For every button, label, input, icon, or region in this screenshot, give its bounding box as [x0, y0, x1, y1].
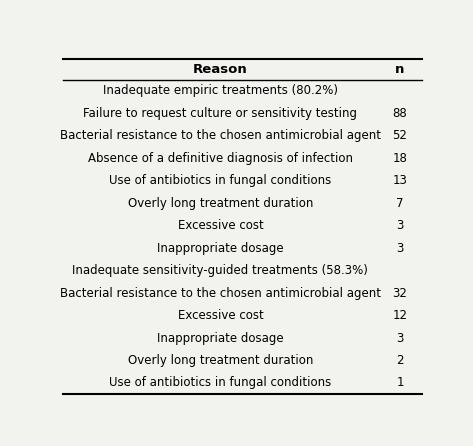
Text: Use of antibiotics in fungal conditions: Use of antibiotics in fungal conditions	[109, 376, 332, 389]
Text: Bacterial resistance to the chosen antimicrobial agent: Bacterial resistance to the chosen antim…	[60, 287, 381, 300]
Text: Inadequate empiric treatments (80.2%): Inadequate empiric treatments (80.2%)	[103, 84, 338, 97]
Text: 1: 1	[396, 376, 404, 389]
Text: Use of antibiotics in fungal conditions: Use of antibiotics in fungal conditions	[109, 174, 332, 187]
Text: 18: 18	[393, 152, 407, 165]
Text: 7: 7	[396, 197, 404, 210]
Text: 52: 52	[393, 129, 407, 142]
Text: 13: 13	[393, 174, 407, 187]
Text: n: n	[395, 62, 405, 76]
Text: 12: 12	[393, 309, 408, 322]
Text: 3: 3	[396, 242, 404, 255]
Text: 3: 3	[396, 331, 404, 344]
Text: Overly long treatment duration: Overly long treatment duration	[128, 354, 313, 367]
Text: Excessive cost: Excessive cost	[177, 219, 263, 232]
Text: Excessive cost: Excessive cost	[177, 309, 263, 322]
Text: Inappropriate dosage: Inappropriate dosage	[157, 242, 284, 255]
Text: Bacterial resistance to the chosen antimicrobial agent: Bacterial resistance to the chosen antim…	[60, 129, 381, 142]
Text: Reason: Reason	[193, 62, 248, 76]
Text: 3: 3	[396, 219, 404, 232]
Text: Overly long treatment duration: Overly long treatment duration	[128, 197, 313, 210]
Text: Failure to request culture or sensitivity testing: Failure to request culture or sensitivit…	[83, 107, 358, 120]
Text: Absence of a definitive diagnosis of infection: Absence of a definitive diagnosis of inf…	[88, 152, 353, 165]
Text: 88: 88	[393, 107, 407, 120]
Text: Inappropriate dosage: Inappropriate dosage	[157, 331, 284, 344]
Text: Inadequate sensitivity-guided treatments (58.3%): Inadequate sensitivity-guided treatments…	[72, 264, 368, 277]
Text: 32: 32	[393, 287, 407, 300]
Text: 2: 2	[396, 354, 404, 367]
